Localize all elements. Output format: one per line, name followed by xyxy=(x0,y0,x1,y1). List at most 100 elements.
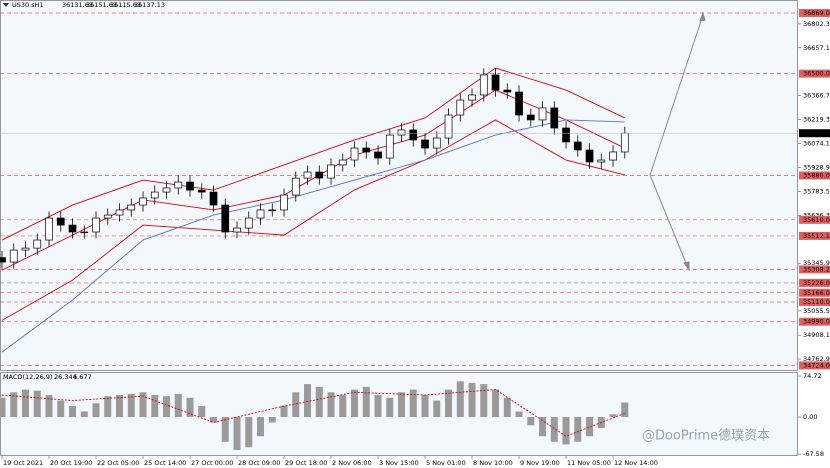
macd-bar xyxy=(327,392,335,418)
candle-body xyxy=(68,224,77,233)
macd-hist-value: 26.344 xyxy=(54,373,77,381)
macd-bar xyxy=(550,417,558,442)
candle-body xyxy=(385,134,394,159)
macd-bar xyxy=(386,397,394,418)
projection-up xyxy=(649,14,704,176)
macd-bar xyxy=(574,417,582,442)
level-label: 34990.00 xyxy=(803,318,830,326)
macd-bar xyxy=(268,417,276,423)
macd-bar xyxy=(186,397,194,418)
macd-bar xyxy=(0,397,6,418)
macd-bar xyxy=(433,400,441,418)
macd-bar xyxy=(609,414,617,418)
level-label-bg xyxy=(799,231,830,240)
candle-body xyxy=(9,249,18,263)
candle-body xyxy=(150,191,159,199)
level-label-bg xyxy=(799,297,830,306)
indicator-line xyxy=(1,67,625,241)
macd-bar xyxy=(527,417,535,426)
level-label-bg xyxy=(799,288,830,297)
level-label-bg xyxy=(799,278,830,287)
candle-body xyxy=(56,217,65,226)
level-label: 35226.00 xyxy=(803,279,830,287)
macd-bar xyxy=(562,417,570,445)
x-tick-label: 25 Oct 14:00 xyxy=(144,459,186,467)
level-label: 35308.23 xyxy=(803,265,830,273)
y-tick-label: 34908.10 xyxy=(803,331,830,339)
macd-bar xyxy=(233,417,241,450)
candle-body xyxy=(432,137,441,149)
level-label-bg xyxy=(799,215,830,224)
macd-bar xyxy=(92,403,100,418)
macd-bar xyxy=(339,395,347,418)
candle-body xyxy=(268,209,277,212)
candle-body xyxy=(33,239,42,249)
indicator-line xyxy=(1,119,625,321)
macd-bar xyxy=(492,389,500,418)
macd-bar xyxy=(292,392,300,418)
candle-body xyxy=(256,209,265,219)
y-tick-label: 74.72 xyxy=(803,372,822,380)
candle-body xyxy=(280,194,288,211)
candle-body xyxy=(209,191,218,206)
macd-bar xyxy=(127,393,135,418)
macd-signal-value: 6.677 xyxy=(73,373,92,381)
y-tick-label: 35783.50 xyxy=(803,187,830,195)
candle-body xyxy=(421,139,429,149)
watermark: @DooPrime德璞资本 xyxy=(642,429,770,444)
candle-body xyxy=(174,181,183,189)
candle-body xyxy=(21,247,30,251)
candle-body xyxy=(503,89,512,93)
macd-bar xyxy=(151,395,159,418)
macd-bar xyxy=(445,389,453,418)
level-label: 35166.00 xyxy=(803,289,830,297)
candle-body xyxy=(597,159,606,163)
macd-bar xyxy=(245,417,253,448)
x-tick-label: 22 Oct 05:00 xyxy=(97,459,139,467)
y-tick-label: 36657.10 xyxy=(803,44,830,52)
x-tick-label: 5 Nov 01:00 xyxy=(426,459,466,467)
macd-bar xyxy=(456,381,464,418)
candle-body xyxy=(115,209,124,216)
level-label: 35110.00 xyxy=(803,298,830,306)
x-tick-label: 2 Nov 06:00 xyxy=(332,459,372,467)
projection-arrows xyxy=(649,11,706,272)
macd-bar xyxy=(280,406,288,418)
price-label-bg xyxy=(799,129,830,138)
y-tick-label: 36366.70 xyxy=(803,92,830,100)
macd-bar xyxy=(257,417,265,437)
candle-body xyxy=(80,231,89,234)
macd-bar xyxy=(57,400,65,418)
candle-body xyxy=(620,132,629,153)
candle-body xyxy=(409,129,418,141)
macd-bar xyxy=(586,417,594,437)
level-label-bg xyxy=(799,8,830,17)
y-tick-label: 35055.50 xyxy=(803,307,830,315)
candle-body xyxy=(479,74,488,96)
candle-body xyxy=(186,181,194,191)
symbol: US30.sH1 xyxy=(12,1,44,9)
candle-body xyxy=(444,114,453,139)
macd-bar xyxy=(503,397,511,418)
candle-body xyxy=(103,214,112,219)
macd-bar xyxy=(163,396,171,418)
level-label-bg xyxy=(799,171,830,180)
indicator-line xyxy=(1,119,625,353)
macd-bar xyxy=(69,406,77,418)
macd-bar xyxy=(104,396,112,418)
candle-body xyxy=(221,204,230,233)
macd-bar xyxy=(351,389,359,418)
y-tick-label: 36074.10 xyxy=(803,140,830,148)
quote-high: 36151.63 xyxy=(86,1,117,9)
macd-bar xyxy=(45,395,53,418)
candle-body xyxy=(233,227,241,233)
projection-down xyxy=(649,174,689,269)
candle-body xyxy=(197,189,206,193)
level-label: 35512.12 xyxy=(803,232,830,240)
candle-body xyxy=(127,204,136,211)
candle-body xyxy=(609,151,617,161)
macd-bar xyxy=(621,402,629,418)
